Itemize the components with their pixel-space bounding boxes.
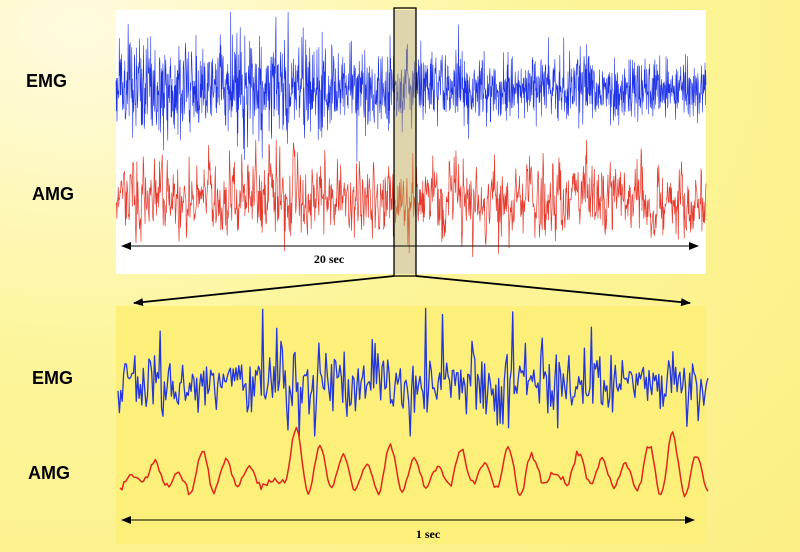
highlight-window-box bbox=[393, 7, 417, 277]
top-emg-trace bbox=[115, 11, 707, 162]
bottom-amg-line bbox=[119, 426, 709, 498]
top-duration-label-bg bbox=[303, 250, 355, 267]
bottom-emg-trace bbox=[117, 307, 709, 437]
bottom-amg-label: AMG bbox=[28, 463, 70, 483]
top-amg-line bbox=[115, 139, 707, 258]
zoom-arrow-right bbox=[415, 275, 691, 307]
top-amg-trace bbox=[115, 139, 707, 258]
zoom-arrow-left bbox=[133, 275, 395, 307]
highlight-window-fill bbox=[394, 10, 416, 274]
bottom-duration-label-bg bbox=[408, 524, 448, 542]
top-amg-label: AMG bbox=[32, 184, 74, 204]
top-duration-label: 20 sec bbox=[314, 252, 345, 266]
top-signal-panel bbox=[116, 10, 706, 274]
bottom-duration-label: 1 sec bbox=[416, 527, 441, 541]
top-emg-label: EMG bbox=[26, 71, 68, 91]
bottom-emg-line bbox=[117, 307, 709, 437]
bottom-amg-trace bbox=[119, 426, 709, 498]
bottom-emg-label: EMG bbox=[32, 368, 74, 388]
top-emg-line bbox=[115, 11, 707, 162]
